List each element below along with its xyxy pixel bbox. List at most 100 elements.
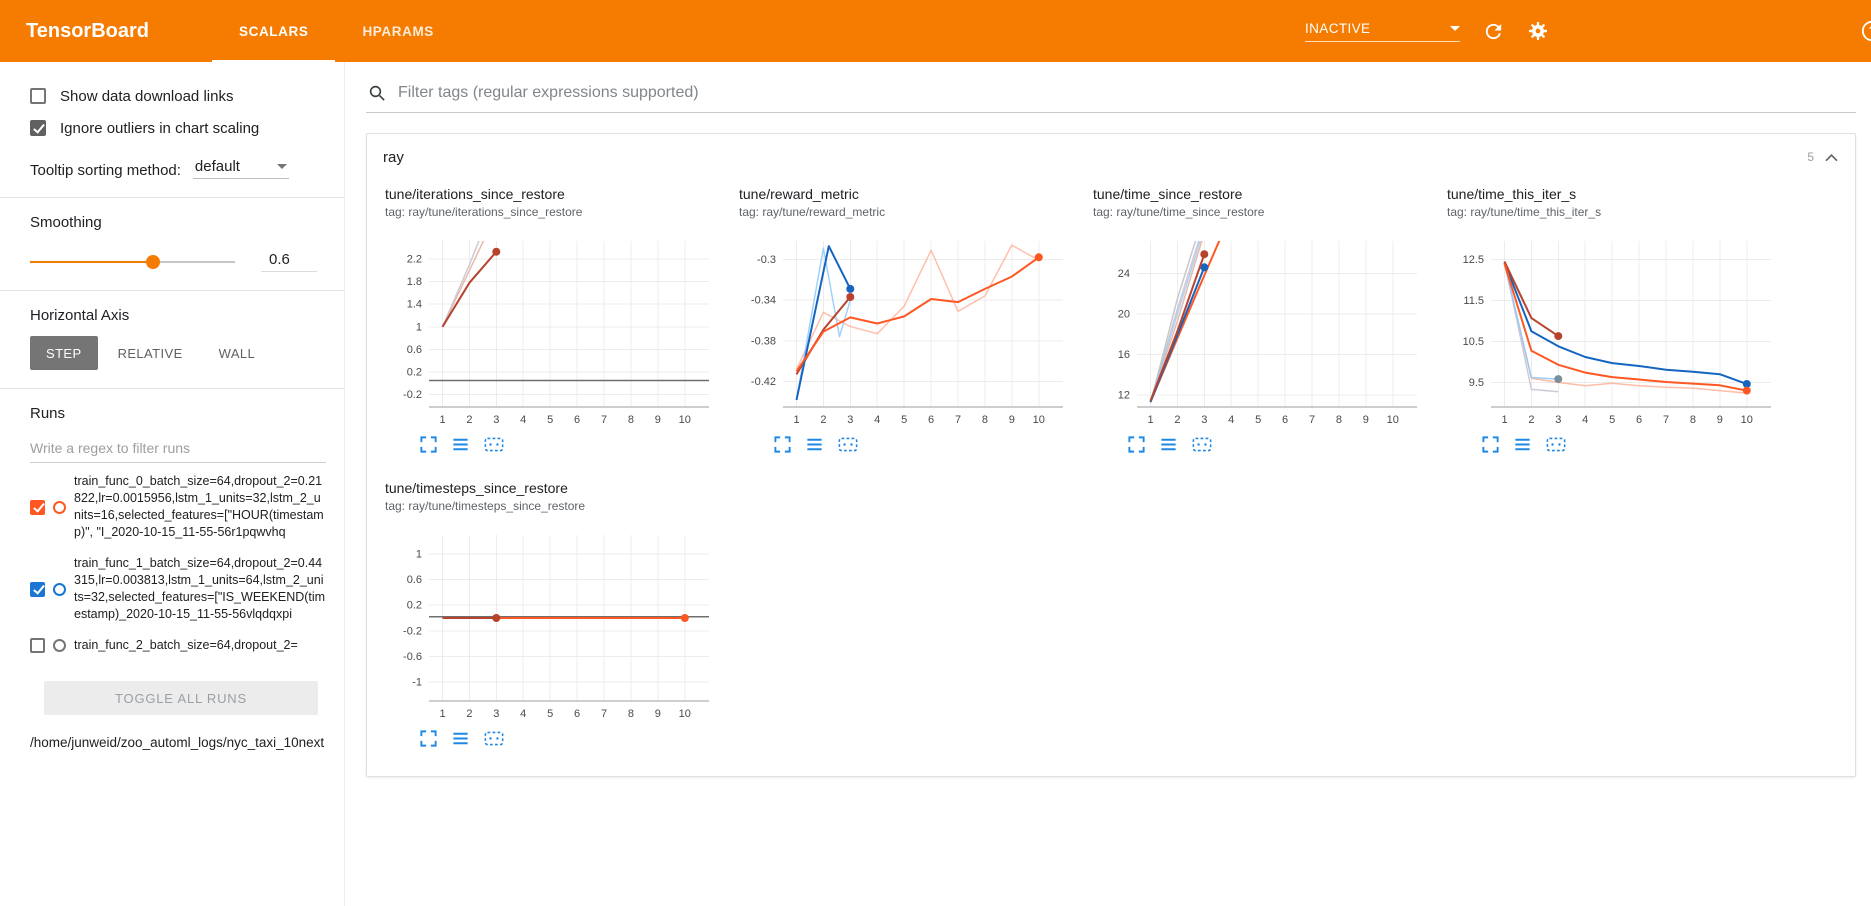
smoothing-value[interactable]: 0.6 [261,251,317,272]
axis-relative-button[interactable]: RELATIVE [102,336,199,370]
svg-text:0.6: 0.6 [407,344,422,356]
status-select[interactable]: INACTIVE [1305,21,1460,42]
tag-group-header[interactable]: ray 5 [367,134,1855,180]
chart-plot[interactable]: 1 2 3 4 5 6 7 8 9 10 -1 -0.6 -0.2 0.2 0.6 1 [385,525,721,725]
run-list: train_func_0_batch_size=64,dropout_2=0.2… [30,473,326,679]
svg-text:7: 7 [1663,414,1669,426]
svg-text:10: 10 [1033,414,1045,426]
fit-domain-icon[interactable] [805,435,824,454]
run-radio[interactable] [53,582,66,596]
svg-text:2: 2 [1528,414,1534,426]
main-content: ray 5 tune/iterations_since_restore tag:… [346,62,1871,906]
axis-step-button[interactable]: STEP [30,336,98,370]
app-header: TensorBoard SCALARS HPARAMS INACTIVE ? [0,0,1871,62]
pin-icon[interactable] [1545,435,1567,454]
chart-plot[interactable]: 1 2 3 4 5 6 7 8 9 10 9.5 10.5 11.5 12.5 [1447,231,1783,431]
svg-text:8: 8 [982,414,988,426]
chevron-down-icon [1450,25,1460,31]
axis-wall-button[interactable]: WALL [203,336,272,370]
run-checkbox[interactable] [30,638,45,653]
smoothing-slider-thumb[interactable] [146,254,160,269]
svg-text:9: 9 [1009,414,1015,426]
divider [0,290,344,291]
run-item[interactable]: train_func_1_batch_size=64,dropout_2=0.4… [30,555,326,623]
settings-icon[interactable] [1527,20,1549,42]
tooltip-sorting-select[interactable]: default [192,158,289,179]
svg-text:12: 12 [1118,389,1130,401]
horizontal-axis-label: Horizontal Axis [30,307,130,324]
svg-text:6: 6 [574,708,580,720]
svg-text:9: 9 [655,708,661,720]
search-icon [368,84,386,102]
svg-text:1: 1 [439,414,445,426]
tab-hparams[interactable]: HPARAMS [362,23,434,39]
chevron-up-icon[interactable] [1824,152,1839,163]
run-radio[interactable] [53,639,66,652]
fullscreen-icon[interactable] [1481,435,1500,454]
tag-group-count: 5 [1807,150,1814,164]
chart-title: tune/time_this_iter_s [1447,186,1577,202]
svg-text:4: 4 [520,708,526,720]
svg-text:3: 3 [493,414,499,426]
run-item[interactable]: train_func_2_batch_size=64,dropout_2= [30,637,326,654]
toggle-all-runs-button[interactable]: TOGGLE ALL RUNS [44,681,318,715]
checkbox[interactable] [30,88,46,104]
svg-text:2.2: 2.2 [407,254,422,266]
refresh-icon[interactable] [1482,20,1505,43]
fullscreen-icon[interactable] [419,435,438,454]
chart-card: tune/time_this_iter_s tag: ray/tune/time… [1447,186,1793,454]
svg-text:4: 4 [1228,414,1234,426]
header-tabs: SCALARS HPARAMS [212,0,461,62]
run-checkbox[interactable] [30,581,45,597]
fit-domain-icon[interactable] [451,729,470,748]
fullscreen-icon[interactable] [419,729,438,748]
svg-text:?: ? [1869,24,1871,38]
settings-checkbox-row[interactable]: Show data download links [30,82,326,110]
fullscreen-icon[interactable] [773,435,792,454]
pin-icon[interactable] [837,435,859,454]
app-title: TensorBoard [26,19,149,42]
fit-domain-icon[interactable] [1513,435,1532,454]
pin-icon[interactable] [483,729,505,748]
chart-plot[interactable]: 1 2 3 4 5 6 7 8 9 10 -0.42 -0.38 -0.34 -0.3 [739,231,1075,431]
tooltip-sorting-label: Tooltip sorting method: [30,162,181,179]
run-radio[interactable] [53,500,66,514]
svg-text:-0.42: -0.42 [751,376,776,388]
svg-text:2: 2 [466,414,472,426]
svg-text:2: 2 [466,708,472,720]
svg-text:3: 3 [1555,414,1561,426]
log-directory-path: /home/junweid/zoo_automl_logs/nyc_taxi_1… [30,735,325,750]
runs-filter-input[interactable] [30,436,326,463]
chart-plot[interactable]: 1 2 3 4 5 6 7 8 9 10 -0.2 0.2 0.6 1 1.4 1.8 2.2 [385,231,721,431]
svg-text:2: 2 [1174,414,1180,426]
svg-text:8: 8 [1690,414,1696,426]
tag-group-title: ray [383,148,404,166]
chart-title: tune/timesteps_since_restore [385,480,568,496]
svg-text:-0.2: -0.2 [403,389,422,401]
settings-checkbox-row[interactable]: Ignore outliers in chart scaling [30,114,326,142]
fit-domain-icon[interactable] [451,435,470,454]
help-icon[interactable]: ? [1861,20,1871,42]
fit-domain-icon[interactable] [1159,435,1178,454]
svg-text:-0.3: -0.3 [757,254,776,266]
svg-text:11.5: 11.5 [1463,295,1484,307]
pin-icon[interactable] [1191,435,1213,454]
header-controls: INACTIVE [1305,0,1549,62]
svg-text:7: 7 [601,708,607,720]
svg-text:1.4: 1.4 [407,299,422,311]
run-checkbox[interactable] [30,499,45,515]
tab-scalars[interactable]: SCALARS [212,0,336,62]
svg-text:9: 9 [1717,414,1723,426]
tag-filter-input[interactable] [398,84,1854,102]
checkbox-label: Show data download links [60,87,234,105]
fullscreen-icon[interactable] [1127,435,1146,454]
svg-text:5: 5 [547,708,553,720]
run-item[interactable]: train_func_0_batch_size=64,dropout_2=0.2… [30,473,326,541]
svg-text:5: 5 [1255,414,1261,426]
checkbox-label: Ignore outliers in chart scaling [60,119,260,137]
smoothing-slider[interactable] [30,254,235,269]
svg-text:12.5: 12.5 [1463,254,1484,266]
checkbox[interactable] [30,120,46,136]
pin-icon[interactable] [483,435,505,454]
